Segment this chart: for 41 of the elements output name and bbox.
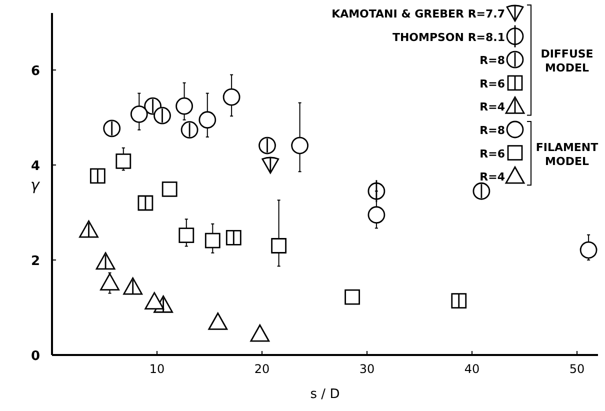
point xyxy=(208,312,228,330)
point xyxy=(138,195,154,211)
point xyxy=(178,228,194,243)
annotation: DIFFUSE MODEL xyxy=(540,48,594,75)
legend-label: KAMOTANI & GREBER R=7.7 xyxy=(332,8,505,20)
point xyxy=(116,154,132,169)
y-tick-label: 2 xyxy=(30,254,40,269)
point xyxy=(198,111,216,129)
point xyxy=(100,273,120,290)
point xyxy=(204,232,220,248)
point xyxy=(176,97,193,115)
point xyxy=(368,182,386,200)
point xyxy=(368,206,386,224)
legend-label: R=8 xyxy=(480,124,505,137)
point xyxy=(472,182,490,200)
legend-label: R=8 xyxy=(480,54,505,68)
x-tick-label: 40 xyxy=(464,362,480,376)
y-tick-label: 0 xyxy=(30,349,40,364)
x-tick-label: 20 xyxy=(254,362,270,376)
y-tick-label: 4 xyxy=(30,159,40,174)
point xyxy=(144,292,164,310)
x-tick-label: 30 xyxy=(359,362,375,376)
x-tick-label: 50 xyxy=(569,362,585,376)
annotation: FILAMENT MODEL xyxy=(536,140,599,168)
legend-label: R=6 xyxy=(480,77,506,90)
point xyxy=(250,324,270,342)
point xyxy=(130,105,148,123)
point xyxy=(271,238,286,254)
y-axis-title: γ xyxy=(30,176,41,194)
legend-label: R=4 xyxy=(480,100,506,114)
y-tick-label: 6 xyxy=(30,64,40,79)
point xyxy=(580,241,598,259)
legend-label: R=4 xyxy=(480,170,506,184)
point xyxy=(291,136,308,154)
point xyxy=(162,182,178,197)
legend-label: R=6 xyxy=(480,147,506,160)
legend-label: THOMPSON R=8.1 xyxy=(392,30,505,44)
x-tick-label: 10 xyxy=(149,362,165,376)
x-axis-title: s / D xyxy=(310,387,340,402)
point xyxy=(222,88,240,106)
point xyxy=(344,289,360,305)
